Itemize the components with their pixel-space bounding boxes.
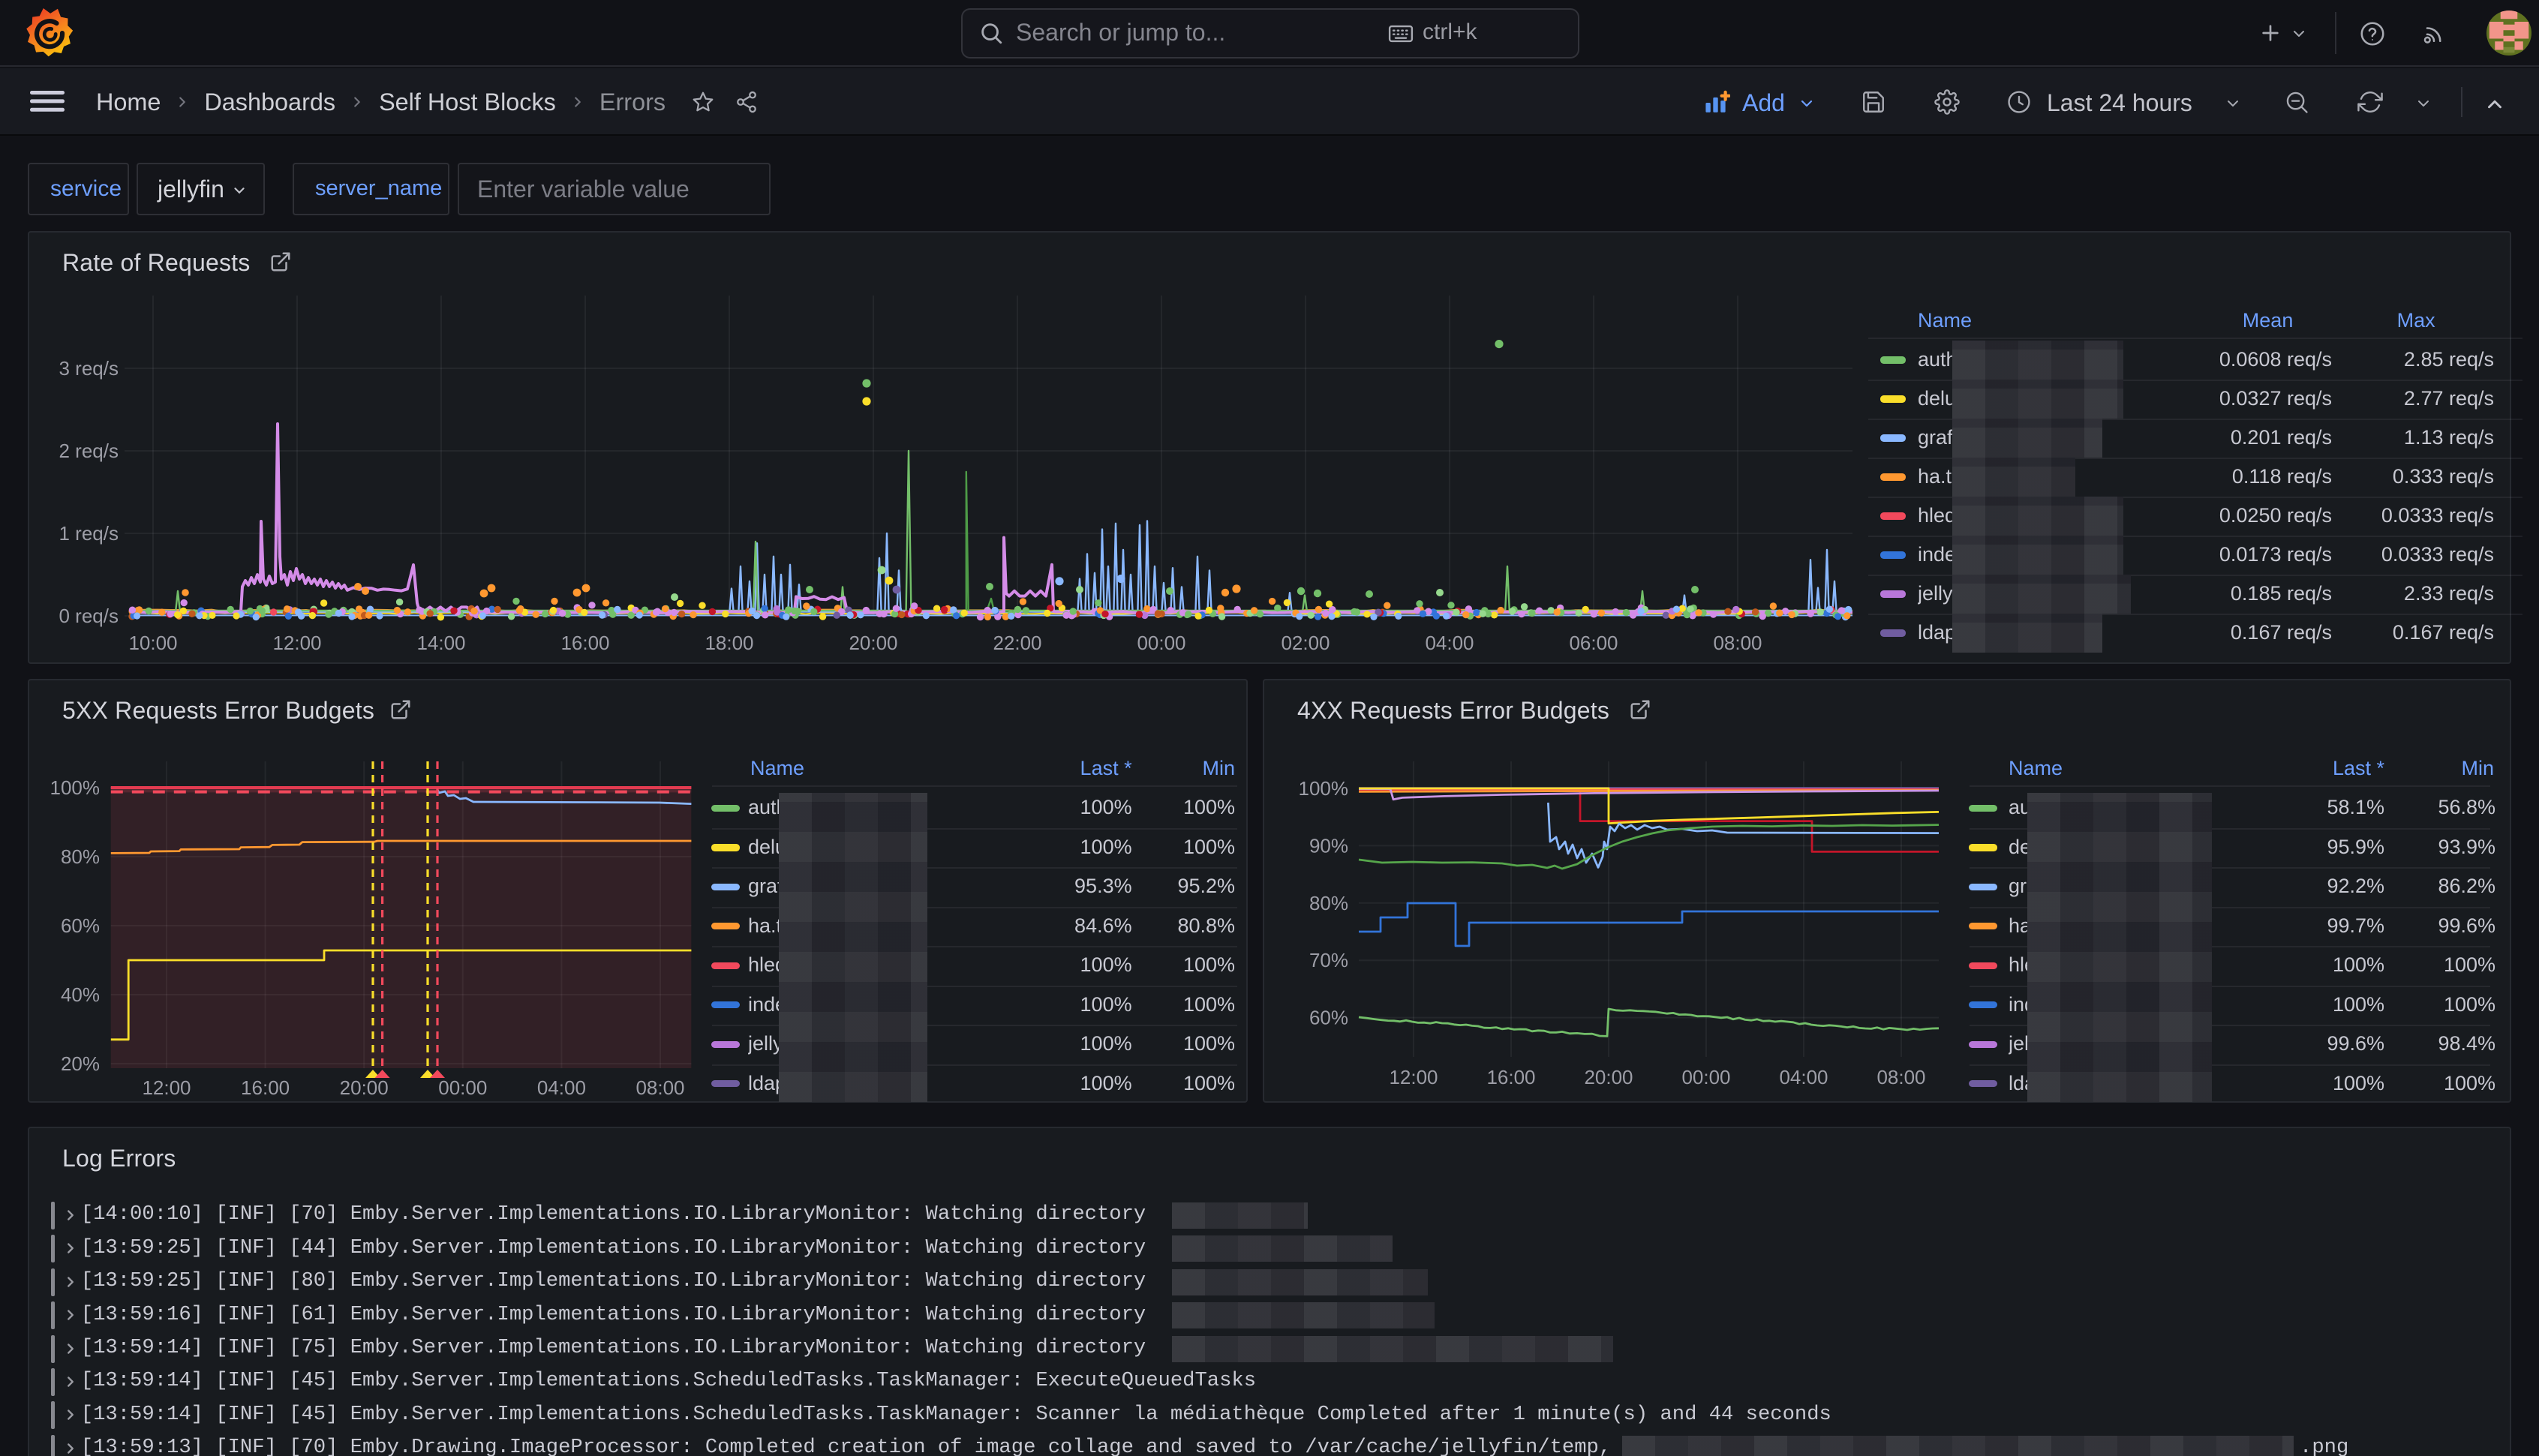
svg-text:08:00: 08:00 <box>1713 632 1762 654</box>
svg-text:60%: 60% <box>61 914 100 937</box>
svg-text:100%: 100% <box>50 776 101 799</box>
svg-text:12:00: 12:00 <box>272 632 321 654</box>
svg-text:1 req/s: 1 req/s <box>59 522 119 545</box>
svg-text:00:00: 00:00 <box>438 1076 487 1099</box>
svg-text:22:00: 22:00 <box>993 632 1041 654</box>
svg-text:80%: 80% <box>61 845 100 868</box>
svg-text:18:00: 18:00 <box>705 632 753 654</box>
svg-text:06:00: 06:00 <box>1569 632 1618 654</box>
svg-text:70%: 70% <box>1309 949 1348 971</box>
svg-text:04:00: 04:00 <box>1425 632 1474 654</box>
svg-text:00:00: 00:00 <box>1681 1066 1730 1088</box>
svg-text:16:00: 16:00 <box>1486 1066 1535 1088</box>
svg-text:04:00: 04:00 <box>1779 1066 1828 1088</box>
svg-text:20%: 20% <box>61 1052 100 1075</box>
svg-text:20:00: 20:00 <box>849 632 897 654</box>
svg-text:16:00: 16:00 <box>241 1076 290 1099</box>
svg-text:08:00: 08:00 <box>636 1076 684 1099</box>
svg-text:60%: 60% <box>1309 1007 1348 1029</box>
svg-text:16:00: 16:00 <box>560 632 609 654</box>
svg-text:00:00: 00:00 <box>1137 632 1185 654</box>
svg-text:10:00: 10:00 <box>128 632 177 654</box>
svg-text:02:00: 02:00 <box>1281 632 1330 654</box>
svg-text:12:00: 12:00 <box>1389 1066 1438 1088</box>
svg-text:2 req/s: 2 req/s <box>59 440 119 462</box>
svg-text:80%: 80% <box>1309 892 1348 914</box>
svg-text:12:00: 12:00 <box>142 1076 191 1099</box>
svg-text:04:00: 04:00 <box>537 1076 586 1099</box>
svg-text:40%: 40% <box>61 983 100 1006</box>
svg-text:0 req/s: 0 req/s <box>59 605 119 627</box>
svg-text:100%: 100% <box>1299 777 1349 800</box>
svg-text:08:00: 08:00 <box>1876 1066 1925 1088</box>
svg-text:3 req/s: 3 req/s <box>59 357 119 380</box>
svg-text:14:00: 14:00 <box>416 632 465 654</box>
svg-text:20:00: 20:00 <box>1584 1066 1633 1088</box>
svg-text:90%: 90% <box>1309 834 1348 857</box>
svg-text:20:00: 20:00 <box>340 1076 389 1099</box>
